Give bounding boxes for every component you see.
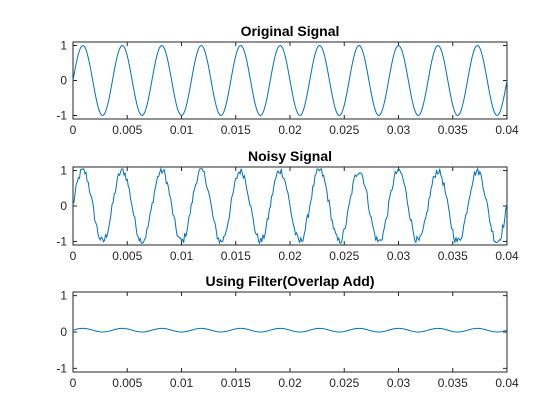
chart-title: Using Filter(Overlap Add): [205, 273, 374, 289]
x-tick-label: 0: [70, 249, 77, 263]
x-tick-label: 0.03: [387, 376, 411, 390]
x-tick-label: 0.01: [170, 376, 194, 390]
x-tick-label: 0.04: [495, 123, 519, 137]
x-tick-label: 0.02: [278, 376, 302, 390]
signal-trace: [72, 327, 508, 333]
y-tick-label: -1: [56, 109, 67, 123]
y-tick-label: 0: [60, 325, 67, 339]
y-tick-label: 1: [60, 164, 67, 178]
x-tick-label: 0.005: [112, 123, 142, 137]
x-tick-label: 0.02: [278, 123, 302, 137]
chart-title: Noisy Signal: [248, 148, 332, 164]
chart-title: Original Signal: [241, 23, 340, 39]
x-tick-label: 0: [70, 123, 77, 137]
x-tick-label: 0.03: [387, 249, 411, 263]
x-tick-label: 0.015: [221, 249, 251, 263]
y-tick-label: 1: [60, 39, 67, 53]
x-tick-label: 0.015: [221, 123, 251, 137]
y-tick-label: 0: [60, 199, 67, 213]
x-tick-label: 0.025: [329, 123, 359, 137]
x-tick-label: 0.03: [387, 123, 411, 137]
x-tick-label: 0: [70, 376, 77, 390]
x-tick-label: 0.02: [278, 249, 302, 263]
x-tick-label: 0.015: [221, 376, 251, 390]
x-tick-label: 0.005: [112, 376, 142, 390]
x-tick-label: 0.025: [329, 249, 359, 263]
signal-trace: [72, 44, 508, 117]
x-tick-label: 0.025: [329, 376, 359, 390]
y-tick-label: 1: [60, 289, 67, 303]
x-tick-label: 0.01: [170, 123, 194, 137]
x-tick-label: 0.01: [170, 249, 194, 263]
x-tick-label: 0.035: [438, 249, 468, 263]
x-tick-label: 0.005: [112, 249, 142, 263]
y-tick-label: -1: [56, 361, 67, 375]
x-tick-label: 0.04: [495, 376, 519, 390]
signal-trace: [72, 166, 508, 245]
x-tick-label: 0.035: [438, 123, 468, 137]
x-tick-label: 0.035: [438, 376, 468, 390]
y-tick-label: 0: [60, 74, 67, 88]
x-tick-label: 0.04: [495, 249, 519, 263]
y-tick-label: -1: [56, 234, 67, 248]
